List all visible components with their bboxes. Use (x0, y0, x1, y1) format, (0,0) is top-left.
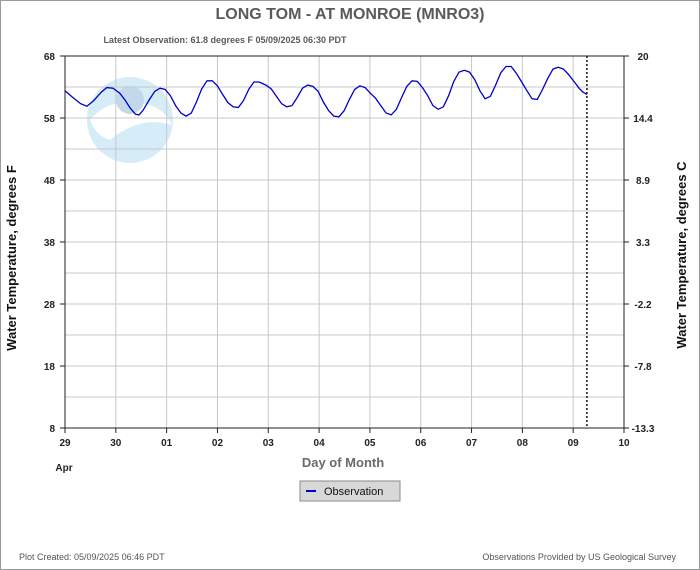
y-left-tick-label: 8 (49, 424, 55, 435)
x-tick-label: 03 (263, 438, 275, 449)
x-tick-label: 10 (618, 438, 630, 449)
x-tick-label: 09 (568, 438, 580, 449)
x-tick-label: 06 (415, 438, 427, 449)
y-left-axis-title: Water Temperature, degrees F (4, 165, 19, 351)
y-right-axis-title: Water Temperature, degrees C (674, 161, 689, 349)
y-right-tick-label: -7.8 (634, 362, 652, 373)
chart-title: LONG TOM - AT MONROE (MNRO3) (215, 6, 484, 23)
y-left-tick-label: 28 (44, 300, 56, 311)
y-right-tick-label: -13.3 (632, 424, 655, 435)
data-credit-text: Observations Provided by US Geological S… (482, 552, 676, 562)
plot-created-text: Plot Created: 05/09/2025 06:46 PDT (19, 552, 165, 562)
y-left-tick-label: 48 (44, 176, 56, 187)
observation-series-line (64, 65, 588, 118)
x-tick-label: 02 (212, 438, 224, 449)
x-tick-label: 30 (110, 438, 122, 449)
y-right-tick-label: 20 (637, 52, 649, 63)
x-tick-label: 01 (161, 438, 173, 449)
legend-box (299, 480, 401, 502)
y-right-ticks: 20 14.4 8.9 3.3 -2.2 -7.8 -13.3 (624, 52, 655, 435)
x-axis-title: Day of Month (302, 455, 384, 470)
noaa-logo-watermark (87, 77, 173, 163)
legend: Observation (299, 480, 401, 502)
y-right-tick-label: 3.3 (636, 238, 650, 249)
x-sub-label: Apr (55, 463, 72, 474)
y-left-ticks: 68 58 48 38 28 18 8 (44, 52, 65, 435)
x-tick-label: 08 (517, 438, 529, 449)
y-right-tick-label: 8.9 (636, 176, 650, 187)
y-left-tick-label: 38 (44, 238, 56, 249)
grid (64, 55, 625, 429)
x-tick-label: 07 (466, 438, 478, 449)
x-ticks: 29 30 01 02 03 04 05 06 07 08 09 10 (59, 428, 630, 449)
chart-subtitle: Latest Observation: 61.8 degrees F 05/09… (103, 35, 347, 45)
legend-label: Observation (324, 486, 383, 498)
y-left-tick-label: 18 (44, 362, 56, 373)
y-left-tick-label: 58 (44, 114, 56, 125)
x-tick-label: 29 (59, 438, 71, 449)
x-tick-label: 04 (314, 438, 326, 449)
y-right-tick-label: 14.4 (633, 114, 653, 125)
y-left-tick-label: 68 (44, 52, 56, 63)
y-right-tick-label: -2.2 (634, 300, 652, 311)
x-tick-label: 05 (364, 438, 376, 449)
